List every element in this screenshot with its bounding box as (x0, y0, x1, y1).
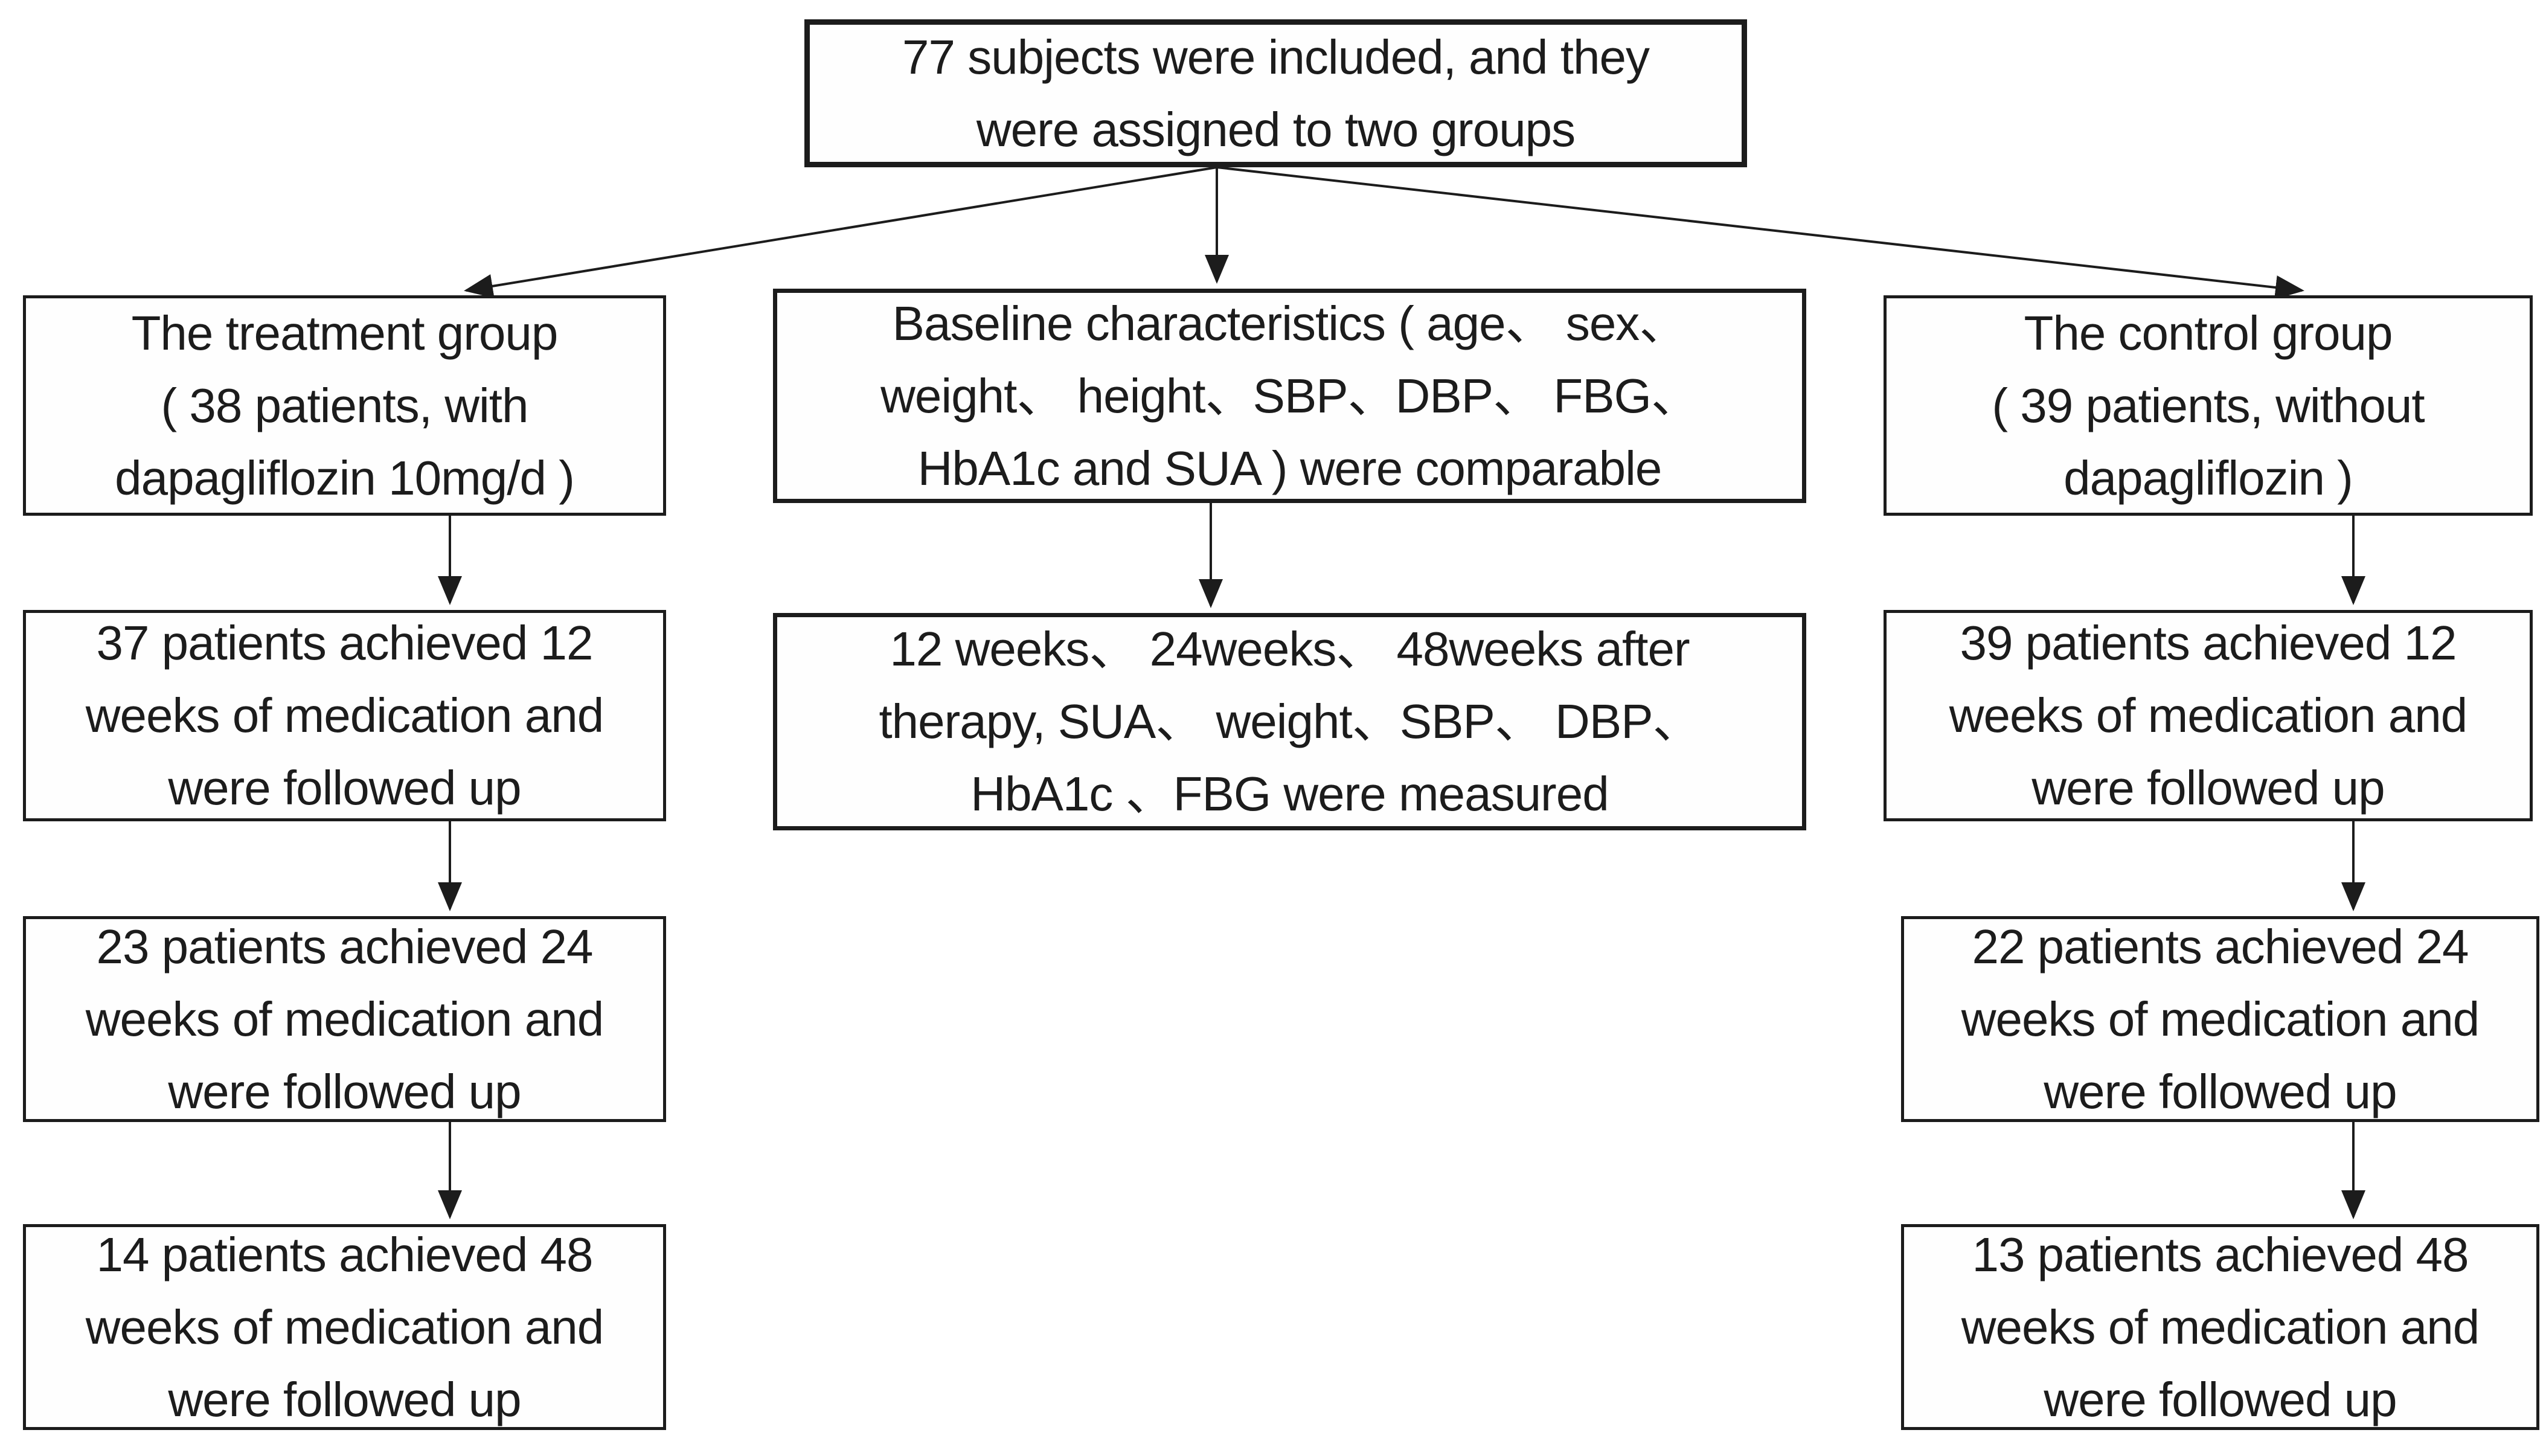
box-treatment-24-weeks: 23 patients achieved 24 weeks of medicat… (23, 916, 666, 1122)
box-enrollment: 77 subjects were included, and they were… (804, 19, 1747, 167)
box-control-48-weeks: 13 patients achieved 48 weeks of medicat… (1901, 1224, 2539, 1430)
box-baseline-characteristics: Baseline characteristics ( age、 sex、 wei… (773, 289, 1806, 503)
box-control-24-weeks: 22 patients achieved 24 weeks of medicat… (1901, 916, 2539, 1122)
arrow-top-to-control-group (1216, 166, 2304, 300)
box-treatment-group: The treatment group ( 38 patients, with … (23, 295, 666, 516)
box-control-12-weeks: 39 patients achieved 12 weeks of medicat… (1884, 610, 2533, 821)
box-treatment-12-weeks: 37 patients achieved 12 weeks of medicat… (23, 610, 666, 821)
box-treatment-48-weeks: 14 patients achieved 48 weeks of medicat… (23, 1224, 666, 1430)
box-control-group: The control group ( 39 patients, without… (1884, 295, 2533, 516)
arrow-top-to-treatment-group (464, 166, 1217, 298)
box-measurement-schedule: 12 weeks、 24weeks、 48weeks after therapy… (773, 613, 1806, 830)
